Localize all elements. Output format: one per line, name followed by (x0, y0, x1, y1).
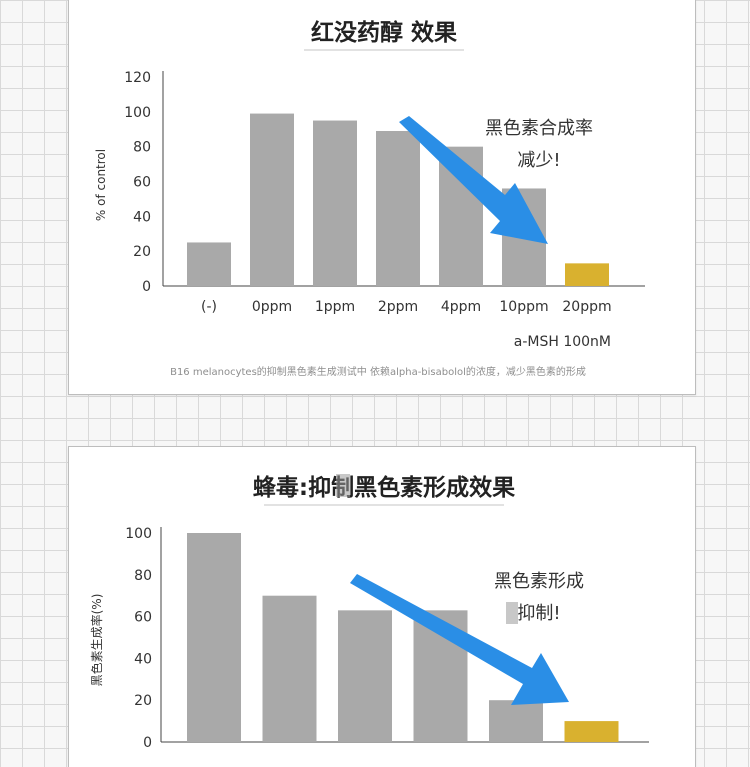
bar (262, 595, 317, 742)
x-tick-label: 1ppm (315, 299, 355, 315)
chart-card-bee-venom: 蜂毒:抑制黑色素形成效果 0 20 40 60 80 100 黑色素生成率(%) 黑色素形成抑制… (68, 446, 696, 767)
annotation-text: 减少! (517, 150, 560, 171)
x-axis-label: a-MSH 100nM (514, 334, 611, 350)
x-tick-label: (-) (201, 299, 217, 315)
y-axis-label: 黑色素生成率(%) (89, 594, 104, 687)
bar (489, 700, 543, 742)
bar (250, 113, 294, 286)
annotation-text: 黑色素合成率 (485, 118, 593, 139)
y-tick-label: 80 (134, 568, 152, 584)
y-tick-label: 60 (134, 610, 152, 626)
x-tick-label: 4ppm (441, 299, 481, 315)
chart-bisabolol: 红没药醇 效果 0 20 40 60 80 100 120 % of control (-) 0pp… (94, 19, 645, 378)
pixelated-text-overlay (336, 474, 350, 497)
y-axis-label: % of control (94, 149, 108, 221)
x-tick-label: 2ppm (378, 299, 418, 315)
bar (187, 533, 241, 742)
y-tick-label: 60 (133, 175, 151, 191)
bar (187, 242, 231, 286)
y-tick-label: 20 (133, 244, 151, 260)
y-tick-label: 80 (133, 140, 151, 156)
bar (313, 120, 357, 287)
trend-arrow (350, 574, 569, 705)
y-tick-label: 100 (124, 105, 151, 121)
trend-arrow (399, 116, 548, 244)
bar (376, 130, 420, 286)
arrow-shape (350, 574, 569, 705)
y-tick-label: 0 (143, 735, 152, 751)
chart-title: 红没药醇 效果 (311, 19, 457, 46)
y-tick-label: 100 (125, 526, 152, 542)
x-tick-label: 0ppm (252, 299, 292, 315)
arrow-shape (399, 116, 548, 244)
annotation-text: 抑制! (517, 603, 560, 624)
chart-card-bisabolol: 红没药醇 效果 0 20 40 60 80 100 120 % of control (-) 0pp… (68, 0, 696, 395)
pixelated-text-overlay (506, 602, 518, 624)
chart-bee-venom: 蜂毒:抑制黑色素形成效果 0 20 40 60 80 100 黑色素生成率(%) 黑色素形成抑制… (89, 474, 649, 751)
y-tick-label: 120 (124, 70, 151, 86)
bar (565, 263, 609, 286)
y-tick-label: 40 (133, 209, 151, 225)
chart-title: 蜂毒:抑制黑色素形成效果 (253, 474, 515, 501)
y-tick-label: 40 (134, 651, 152, 667)
bar (338, 610, 392, 742)
x-tick-label: 10ppm (499, 299, 548, 315)
chart-caption: B16 melanocytes的抑制黑色素生成测试中 依赖alpha-bisab… (170, 365, 586, 378)
y-tick-label: 0 (142, 279, 151, 295)
y-tick-label: 20 (134, 693, 152, 709)
bar (564, 721, 619, 742)
annotation-text: 黑色素形成 (494, 571, 584, 592)
x-tick-label: 20ppm (562, 299, 611, 315)
